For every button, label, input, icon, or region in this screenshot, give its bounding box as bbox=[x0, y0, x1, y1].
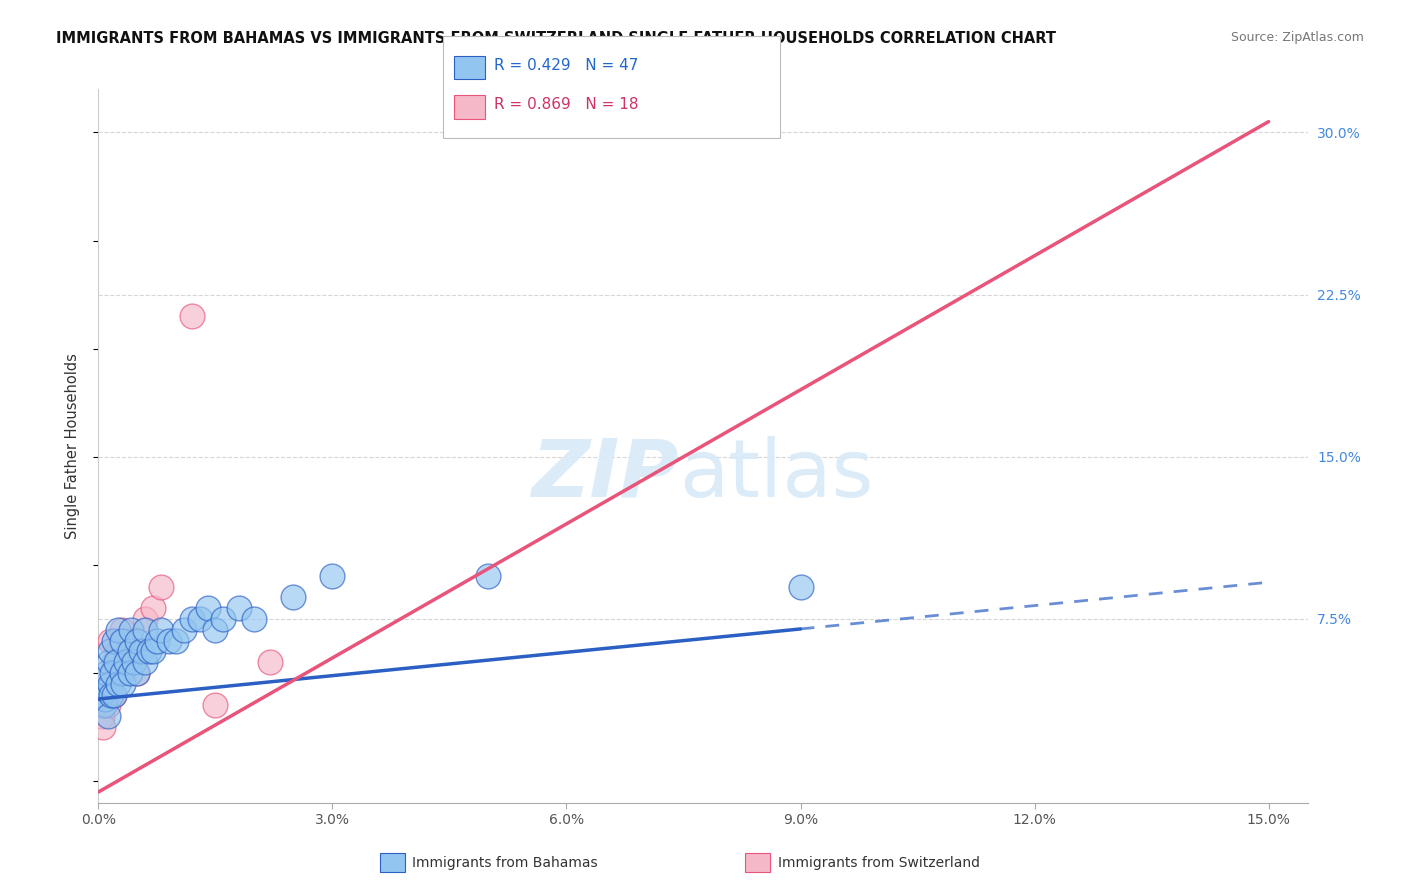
Point bbox=[107, 677, 129, 691]
Y-axis label: Single Father Households: Single Father Households bbox=[65, 353, 80, 539]
Point bbox=[111, 633, 134, 648]
Point bbox=[97, 655, 120, 669]
Point bbox=[93, 698, 115, 713]
Point bbox=[127, 666, 149, 681]
Point bbox=[114, 655, 136, 669]
Point bbox=[131, 644, 153, 658]
Point bbox=[111, 666, 134, 681]
Text: ZIP: ZIP bbox=[531, 435, 679, 514]
Point bbox=[146, 633, 169, 648]
Point bbox=[134, 623, 156, 637]
Point bbox=[96, 688, 118, 702]
Point bbox=[98, 644, 121, 658]
Point bbox=[173, 623, 195, 637]
Point bbox=[188, 612, 211, 626]
Point bbox=[789, 580, 811, 594]
Point bbox=[103, 655, 125, 669]
Text: Immigrants from Switzerland: Immigrants from Switzerland bbox=[778, 855, 980, 870]
Point bbox=[127, 633, 149, 648]
Point bbox=[101, 666, 124, 681]
Point bbox=[204, 623, 226, 637]
Point bbox=[134, 655, 156, 669]
Text: atlas: atlas bbox=[679, 435, 873, 514]
Point bbox=[118, 666, 141, 681]
Text: IMMIGRANTS FROM BAHAMAS VS IMMIGRANTS FROM SWITZERLAND SINGLE FATHER HOUSEHOLDS : IMMIGRANTS FROM BAHAMAS VS IMMIGRANTS FR… bbox=[56, 31, 1056, 46]
Point bbox=[122, 655, 145, 669]
Point bbox=[243, 612, 266, 626]
Point bbox=[91, 720, 114, 734]
Point bbox=[91, 688, 114, 702]
Point bbox=[283, 591, 305, 605]
Point bbox=[107, 644, 129, 658]
Point bbox=[138, 644, 160, 658]
Point bbox=[204, 698, 226, 713]
Point bbox=[181, 310, 204, 324]
Text: Immigrants from Bahamas: Immigrants from Bahamas bbox=[412, 855, 598, 870]
Text: R = 0.869   N = 18: R = 0.869 N = 18 bbox=[494, 97, 638, 112]
Point bbox=[118, 644, 141, 658]
Point bbox=[107, 623, 129, 637]
Point bbox=[96, 666, 118, 681]
Point bbox=[103, 688, 125, 702]
Point bbox=[93, 692, 115, 706]
Point bbox=[134, 612, 156, 626]
Point bbox=[181, 612, 204, 626]
Point bbox=[98, 633, 121, 648]
Point bbox=[112, 677, 135, 691]
Point bbox=[98, 677, 121, 691]
Point bbox=[228, 601, 250, 615]
Point bbox=[259, 655, 281, 669]
Point bbox=[149, 580, 172, 594]
Point bbox=[321, 568, 343, 582]
Point bbox=[197, 601, 219, 615]
Point bbox=[142, 601, 165, 615]
Point bbox=[149, 623, 172, 637]
Point bbox=[111, 623, 134, 637]
Point bbox=[477, 568, 499, 582]
Point bbox=[120, 623, 142, 637]
Text: R = 0.429   N = 47: R = 0.429 N = 47 bbox=[494, 58, 638, 72]
Point bbox=[103, 688, 125, 702]
Point bbox=[157, 633, 180, 648]
Point bbox=[212, 612, 235, 626]
Point bbox=[96, 683, 118, 698]
Point bbox=[142, 644, 165, 658]
Point bbox=[118, 633, 141, 648]
Point bbox=[97, 698, 120, 713]
Point bbox=[97, 709, 120, 723]
Point bbox=[127, 666, 149, 681]
Point bbox=[100, 688, 122, 702]
Text: Source: ZipAtlas.com: Source: ZipAtlas.com bbox=[1230, 31, 1364, 45]
Point bbox=[165, 633, 187, 648]
Point bbox=[103, 633, 125, 648]
Point bbox=[111, 633, 134, 648]
Point bbox=[90, 709, 112, 723]
Point bbox=[104, 655, 127, 669]
